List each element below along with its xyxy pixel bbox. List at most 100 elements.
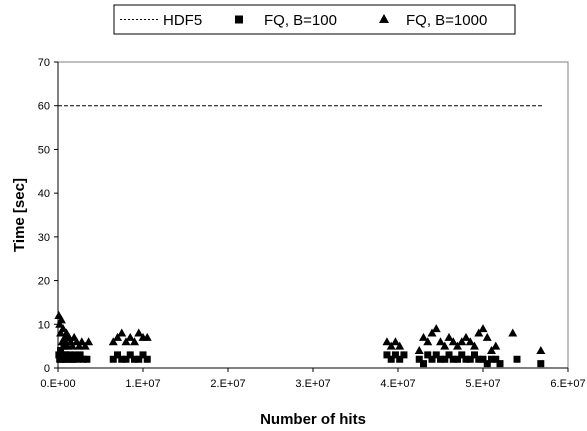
fq-b1000-point xyxy=(108,337,118,346)
fq-b1000-point xyxy=(536,346,546,355)
legend-symbol-fq-b1000 xyxy=(379,14,389,23)
fq-b100-point xyxy=(74,355,82,363)
x-ticks: 0.E+00 1.E+07 2.E+07 3.E+07 4.E+07 5.E+07 6.E+… xyxy=(40,368,586,390)
fq-b1000-point xyxy=(382,337,392,346)
fq-b1000-point xyxy=(390,337,400,346)
y-tick-label: 70 xyxy=(38,57,50,69)
y-axis-title: Time [sec] xyxy=(11,178,28,252)
fq-b1000-point xyxy=(56,328,66,337)
legend: HDF5 FQ, B=100 FQ, B=1000 xyxy=(113,4,516,35)
fq-b100-point xyxy=(496,360,504,368)
x-tick-label: 1.E+07 xyxy=(125,378,160,390)
fq-b100-point xyxy=(400,351,408,359)
legend-symbol-fq-b100 xyxy=(235,15,243,24)
fq-b1000-point xyxy=(423,337,433,346)
fq-b100-point xyxy=(76,351,84,359)
x-tick-label: 5.E+07 xyxy=(465,378,500,390)
fq-b1000-point xyxy=(453,341,462,350)
x-tick-label: 2.E+07 xyxy=(210,378,245,390)
x-tick-label: 0.E+00 xyxy=(40,378,75,390)
fq-b100-point xyxy=(449,355,457,363)
fq-b1000-point xyxy=(461,332,471,341)
fq-b1000-point xyxy=(444,332,454,341)
fq-b1000-point xyxy=(121,337,131,346)
fq-b100-point xyxy=(69,355,77,363)
fq-b100-point xyxy=(420,360,427,368)
fq-b100-point xyxy=(126,351,134,359)
fq-b1000-point xyxy=(414,346,424,355)
fq-b100-point xyxy=(114,351,121,359)
legend-label-fq-b1000: FQ, B=1000 xyxy=(406,12,487,29)
y-tick-label: 0 xyxy=(44,363,50,375)
fq-b100-point xyxy=(135,355,143,363)
fq-b100-point xyxy=(57,347,65,355)
fq-b100-point xyxy=(454,355,461,363)
legend-label-fq-b100: FQ, B=100 xyxy=(264,12,337,29)
fq-b1000-point xyxy=(130,337,139,346)
fq-b1000-point xyxy=(117,328,127,337)
fq-b1000-point xyxy=(440,341,450,350)
fq-b1000-point xyxy=(431,324,441,333)
fq-b100-point xyxy=(513,355,521,363)
fq-b1000-point xyxy=(436,337,445,346)
y-tick-label: 10 xyxy=(38,319,50,331)
fq-b100-point xyxy=(143,355,151,363)
fq-b100-point xyxy=(437,355,444,363)
x-tick-label: 3.E+07 xyxy=(295,378,330,390)
fq-b100-point xyxy=(466,355,474,363)
y-tick-label: 30 xyxy=(38,232,50,244)
fq-b100-point xyxy=(109,355,117,363)
fq-b100-point xyxy=(432,351,440,359)
fq-b100-point xyxy=(66,351,74,359)
fq-b1000-point xyxy=(419,332,428,341)
fq-b1000-point xyxy=(474,328,484,337)
fq-b100-point xyxy=(122,355,130,363)
fq-b100-point xyxy=(139,351,147,359)
x-axis-title: Number of hits xyxy=(260,411,366,428)
fq-b100-point xyxy=(83,355,91,363)
legend-box xyxy=(113,4,516,35)
fq-b1000-point xyxy=(482,332,492,341)
series-fq-b100 xyxy=(55,342,545,368)
plot-area xyxy=(57,61,569,369)
fq-b100-point xyxy=(471,351,478,359)
fq-b1000-point xyxy=(56,315,66,324)
fq-b100-point xyxy=(475,355,483,363)
fq-b1000-point xyxy=(142,332,152,341)
fq-b1000-point xyxy=(470,341,479,350)
fq-b1000-point xyxy=(508,328,518,337)
fq-b1000-point xyxy=(113,332,122,341)
x-tick-label: 6.E+07 xyxy=(550,378,585,390)
fq-b1000-point xyxy=(386,341,396,350)
fq-b100-point xyxy=(537,360,545,368)
fq-b1000-point xyxy=(84,337,94,346)
fq-b1000-point xyxy=(77,337,87,346)
fq-b1000-point xyxy=(457,337,467,346)
fq-b100-point xyxy=(387,355,395,363)
fq-b100-point xyxy=(462,355,470,363)
fq-b100-point xyxy=(71,351,79,359)
fq-b100-point xyxy=(488,355,495,363)
fq-b100-point xyxy=(391,351,399,359)
y-ticks: 0 10 20 30 40 50 60 70 xyxy=(38,57,58,375)
fq-b100-point xyxy=(492,355,500,363)
fq-b1000-point xyxy=(74,341,84,350)
fq-b100-point xyxy=(131,355,138,363)
series-fq-b1000 xyxy=(54,311,546,355)
fq-b100-point xyxy=(479,355,487,363)
fq-b100-point xyxy=(396,355,404,363)
fq-b100-point xyxy=(415,355,423,363)
fq-b100-point xyxy=(428,355,436,363)
fq-b1000-point xyxy=(67,341,77,350)
fq-b100-point xyxy=(483,360,491,368)
fq-b100-point xyxy=(445,351,453,359)
fq-b1000-point xyxy=(395,341,405,350)
fq-b1000-point xyxy=(487,346,496,355)
fq-b100-point xyxy=(118,355,126,363)
legend-label-hdf5: HDF5 xyxy=(163,12,202,29)
fq-b1000-point xyxy=(478,324,488,333)
y-tick-label: 40 xyxy=(38,188,50,200)
fq-b100-point xyxy=(458,351,466,359)
y-tick-label: 20 xyxy=(38,276,50,288)
